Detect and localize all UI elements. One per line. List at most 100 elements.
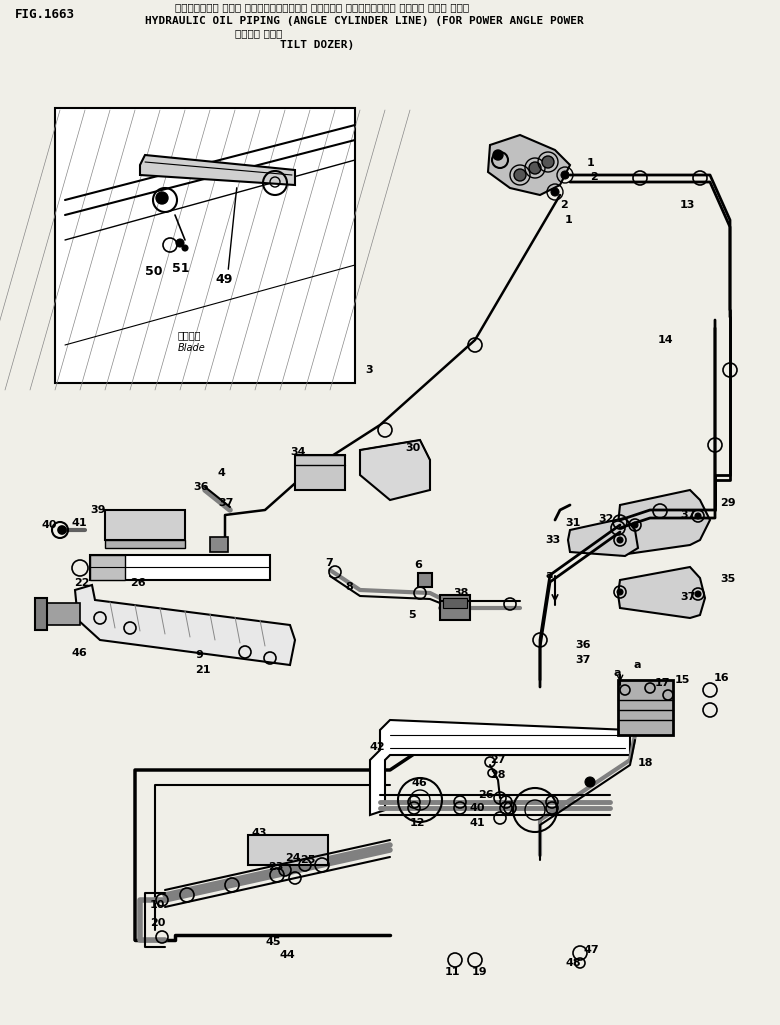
Bar <box>440 594 470 620</box>
Text: 41: 41 <box>72 518 87 528</box>
Circle shape <box>493 150 503 160</box>
Polygon shape <box>488 135 570 195</box>
Text: 44: 44 <box>280 950 296 960</box>
Text: 37: 37 <box>680 592 696 602</box>
Text: 2: 2 <box>560 200 568 210</box>
Text: 39: 39 <box>90 505 105 515</box>
Text: 45: 45 <box>265 937 281 947</box>
Text: 42: 42 <box>370 742 385 752</box>
Circle shape <box>695 591 701 597</box>
Text: 51: 51 <box>172 262 190 275</box>
Text: 31: 31 <box>565 518 580 528</box>
Text: HYDRAULIC OIL PIPING (ANGLE CYLINDER LINE) (FOR POWER ANGLE POWER: HYDRAULIC OIL PIPING (ANGLE CYLINDER LIN… <box>145 16 583 26</box>
Text: 26: 26 <box>130 578 146 588</box>
Bar <box>443 598 467 608</box>
Text: 35: 35 <box>720 574 736 584</box>
Text: 30: 30 <box>405 443 420 453</box>
Polygon shape <box>75 585 295 665</box>
Bar <box>40 603 80 625</box>
Bar <box>248 835 328 865</box>
Text: 5: 5 <box>408 610 416 620</box>
Text: 40: 40 <box>42 520 58 530</box>
Text: 22: 22 <box>74 578 90 588</box>
Text: 12: 12 <box>410 818 426 828</box>
Bar <box>105 510 185 540</box>
Text: a: a <box>545 570 552 580</box>
Text: 32: 32 <box>598 514 613 524</box>
Text: a: a <box>633 660 640 670</box>
Text: 25: 25 <box>300 855 315 865</box>
Text: 29: 29 <box>720 498 736 508</box>
Text: 38: 38 <box>453 588 468 598</box>
Circle shape <box>58 526 66 534</box>
Bar <box>210 537 228 552</box>
Text: 46: 46 <box>72 648 87 658</box>
Text: ブレード: ブレード <box>178 330 201 340</box>
Circle shape <box>617 589 623 594</box>
Text: 9: 9 <box>195 650 203 660</box>
Circle shape <box>514 169 526 181</box>
Text: 21: 21 <box>195 665 211 675</box>
Circle shape <box>632 522 638 528</box>
Text: 46: 46 <box>412 778 427 788</box>
Text: 6: 6 <box>414 560 422 570</box>
Text: 41: 41 <box>470 818 486 828</box>
Text: 16: 16 <box>714 673 729 683</box>
Polygon shape <box>360 440 430 500</box>
Circle shape <box>561 171 569 179</box>
Text: 23: 23 <box>268 862 283 872</box>
Text: 26: 26 <box>478 790 494 800</box>
Circle shape <box>529 162 541 174</box>
Text: 36: 36 <box>575 640 590 650</box>
Polygon shape <box>370 720 630 815</box>
Text: 50: 50 <box>145 265 162 278</box>
Text: Blade: Blade <box>178 343 206 353</box>
Polygon shape <box>618 490 710 555</box>
Polygon shape <box>618 567 705 618</box>
Text: TILT DOZER): TILT DOZER) <box>280 40 354 50</box>
Text: 1: 1 <box>587 158 594 168</box>
Bar <box>105 540 185 548</box>
Text: a: a <box>614 668 622 678</box>
Polygon shape <box>140 155 295 184</box>
Circle shape <box>182 245 188 251</box>
Text: 4: 4 <box>218 468 226 478</box>
Text: ハイト・ロック オイル パイビング（アングル シリンダー ライン）（パワー アングル パワー チルト: ハイト・ロック オイル パイビング（アングル シリンダー ライン）（パワー アン… <box>175 2 469 12</box>
Text: 14: 14 <box>658 335 674 345</box>
Text: 11: 11 <box>445 967 460 977</box>
Text: 1: 1 <box>565 215 573 226</box>
Text: FIG.1663: FIG.1663 <box>15 8 75 20</box>
Circle shape <box>551 188 559 196</box>
Text: 40: 40 <box>470 803 485 813</box>
Text: 37: 37 <box>218 498 233 508</box>
Text: 2: 2 <box>590 172 597 182</box>
Bar <box>35 598 47 630</box>
Text: 20: 20 <box>150 918 165 928</box>
Bar <box>618 680 673 735</box>
Text: 18: 18 <box>638 758 654 768</box>
Polygon shape <box>568 518 638 556</box>
Text: 34: 34 <box>290 447 306 457</box>
Text: 10: 10 <box>150 900 165 910</box>
Text: 17: 17 <box>655 678 671 688</box>
Text: 48: 48 <box>566 958 582 968</box>
Text: 3: 3 <box>365 365 373 375</box>
Bar <box>418 573 432 587</box>
Text: 49: 49 <box>215 273 232 286</box>
Text: 36: 36 <box>193 482 208 492</box>
Bar <box>295 455 345 490</box>
Text: 7: 7 <box>325 558 333 568</box>
Bar <box>55 108 355 383</box>
Text: 37: 37 <box>575 655 590 665</box>
Circle shape <box>617 537 623 543</box>
Bar <box>90 555 270 580</box>
Text: 33: 33 <box>545 535 560 545</box>
Bar <box>90 555 125 580</box>
Text: 28: 28 <box>490 770 505 780</box>
Text: トーザー ヨウ）: トーザー ヨウ） <box>235 28 282 38</box>
Text: 24: 24 <box>285 853 300 863</box>
Circle shape <box>695 512 701 519</box>
Text: 27: 27 <box>490 755 505 765</box>
Text: 8: 8 <box>345 582 353 592</box>
Text: 37: 37 <box>680 510 696 520</box>
